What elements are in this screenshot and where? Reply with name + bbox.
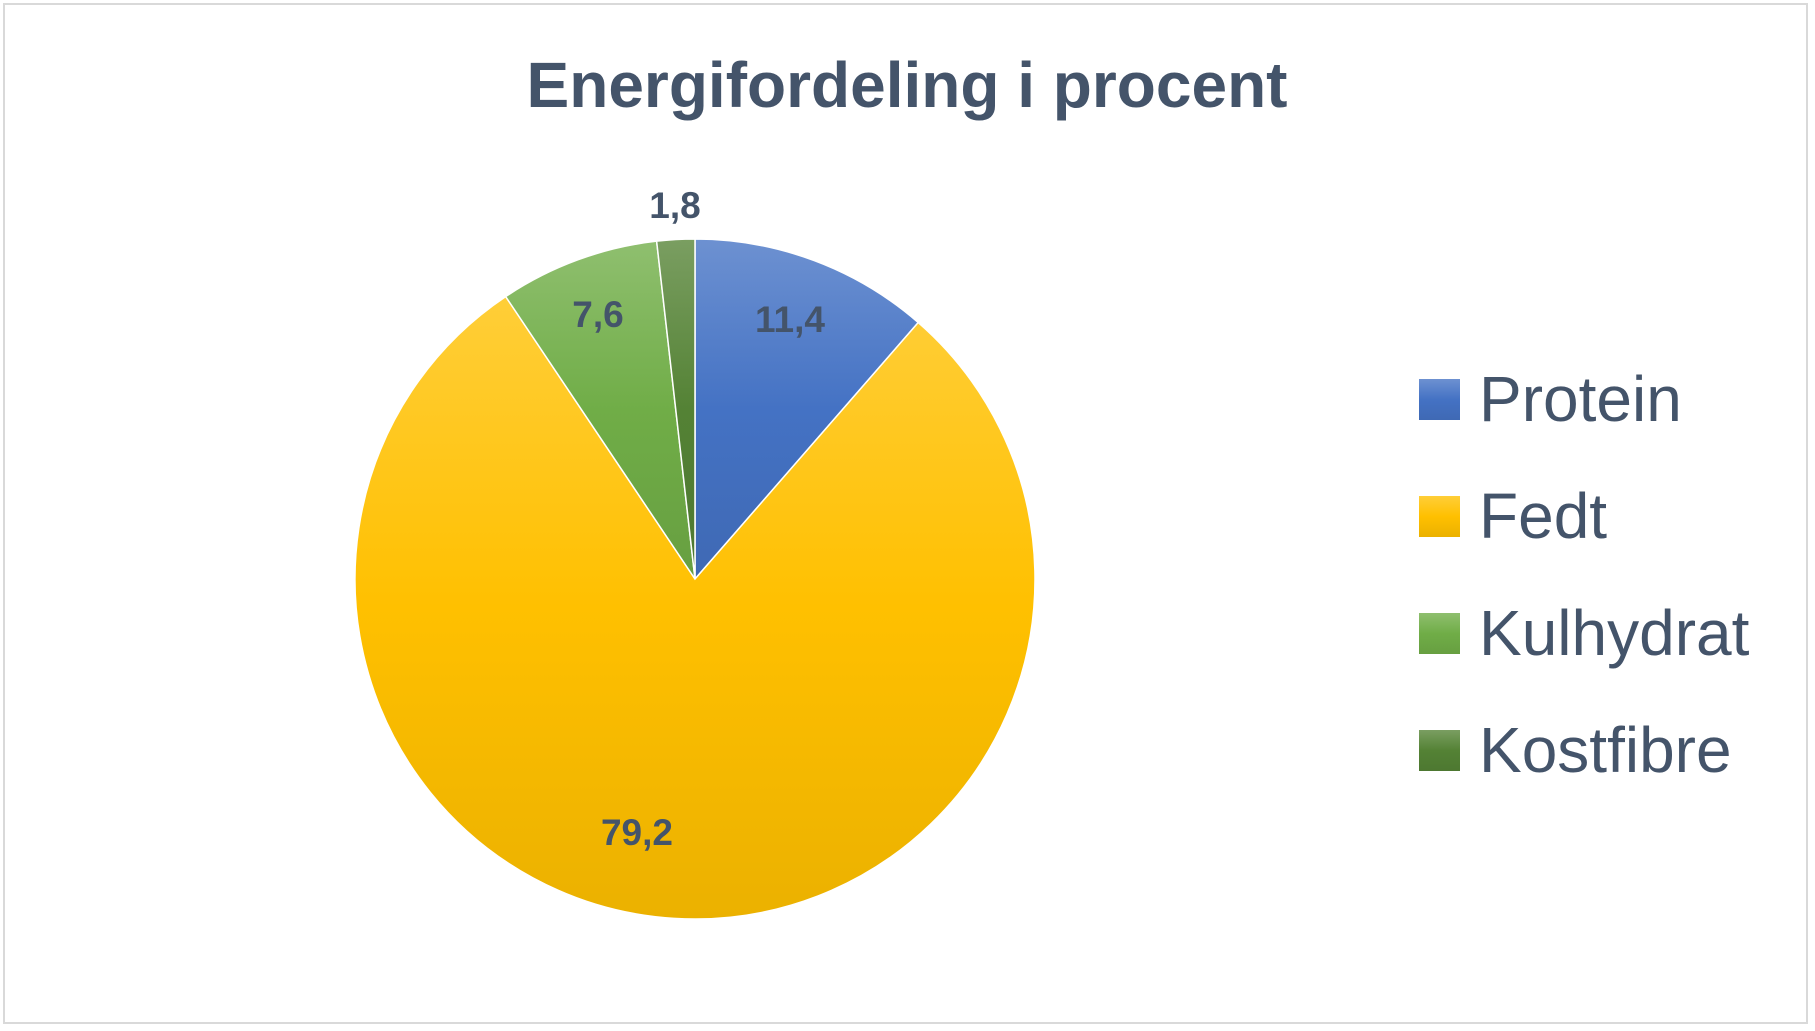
legend-label-fedt: Fedt — [1479, 480, 1607, 552]
data-labels: 11,4 79,2 7,6 1,8 — [572, 185, 825, 853]
pie-slice-kostfibre — [655, 238, 696, 580]
legend-swatch-fedt — [1419, 496, 1460, 537]
legend-swatch-kulhydrat — [1419, 613, 1460, 654]
data-label-kulhydrat: 7,6 — [572, 294, 623, 335]
data-label-fedt: 79,2 — [601, 812, 673, 853]
data-label-protein: 11,4 — [755, 299, 825, 340]
legend-label-kostfibre: Kostfibre — [1479, 714, 1732, 786]
legend: Protein Fedt Kulhydrat Kostfibre — [1419, 363, 1750, 786]
chart-title: Energifordeling i procent — [527, 49, 1288, 121]
legend-swatch-protein — [1419, 379, 1460, 420]
legend-label-kulhydrat: Kulhydrat — [1479, 597, 1750, 669]
pie-slice-protein — [694, 238, 920, 582]
pie-slice-kulhydrat — [504, 240, 696, 580]
data-label-kostfibre: 1,8 — [649, 185, 700, 226]
legend-label-protein: Protein — [1479, 363, 1682, 435]
pie-slices — [354, 238, 1036, 920]
pie-slice-fedt — [354, 295, 1036, 920]
legend-swatch-kostfibre — [1419, 730, 1460, 771]
